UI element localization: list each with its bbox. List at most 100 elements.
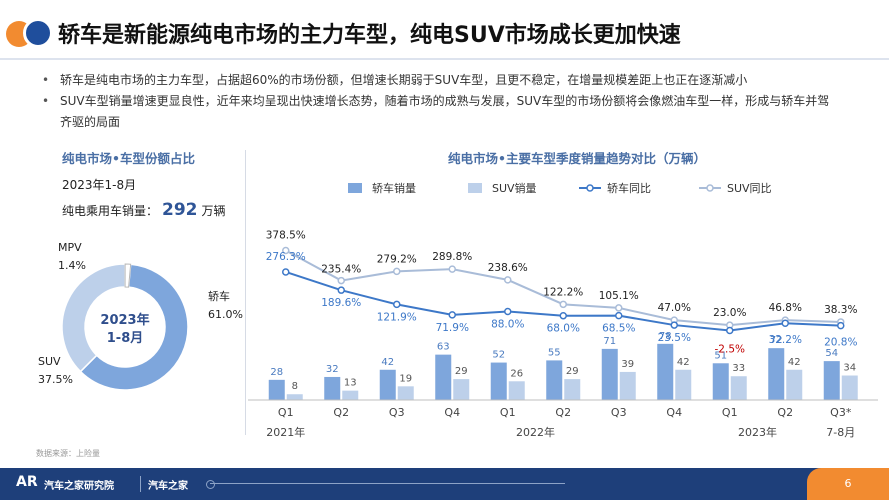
slice-suv [61, 263, 126, 373]
bar-suv [286, 394, 303, 400]
slice-sedan [79, 263, 189, 391]
bar-sedan [435, 354, 452, 400]
bar-sedan-label: 42 [381, 357, 394, 368]
sales-unit: 万辆 [201, 204, 226, 218]
total-sales: 纯电乘用车销量： 292 万辆 [62, 200, 226, 220]
bar-suv [508, 381, 525, 400]
sedan-yoy-label: 68.0% [547, 323, 580, 335]
donut-center-year: 2023年 [100, 312, 149, 328]
x-tick-label: Q1 [278, 406, 294, 419]
suv-yoy-label: 289.8% [432, 251, 472, 263]
bar-suv-label: 8 [292, 381, 298, 392]
legend-marker [706, 184, 714, 192]
bar-suv-label: 34 [843, 363, 856, 374]
bar-suv [730, 376, 747, 400]
bar-sedan-label: 32 [326, 364, 339, 375]
sales-label: 纯电乘用车销量： [62, 204, 159, 218]
x-tick-label: Q1 [722, 406, 738, 419]
year-label: 2021年 [266, 425, 305, 439]
bar-sedan-label: 28 [270, 367, 283, 378]
bar-sedan [324, 376, 341, 400]
legend-item: 轿车同比 [579, 181, 651, 195]
sedan-yoy-point [448, 311, 456, 319]
bar-sedan-label: 78 [659, 331, 672, 342]
bar-sedan [657, 343, 674, 400]
legend-label: SUV同比 [727, 182, 772, 195]
left-panel-title: 纯电市场•车型份额占比 [62, 151, 195, 166]
bullet-item: 轿车是纯电市场的主力车型，占据超60%的市场份额，但增速长期弱于SUV车型，且更… [40, 70, 840, 91]
quarterly-trend-chart: 轿车销量 SUV销量 轿车同比 SUV同比 28 8 32 13 42 19 63 29 52 26 55 2… [248, 181, 878, 439]
sedan-yoy-label: 88.0% [491, 319, 524, 331]
legend-item: 轿车销量 [348, 181, 416, 195]
suv-yoy-label: 235.4% [321, 264, 361, 276]
bar-suv-label: 26 [510, 368, 523, 379]
bar-sedan [490, 362, 507, 400]
suv-yoy-point [448, 265, 456, 273]
x-tick-label: Q3 [611, 406, 627, 419]
bar-suv [453, 379, 470, 400]
sedan-yoy-point [615, 311, 623, 320]
sedan-yoy-label: 68.5% [602, 323, 635, 335]
legend-label: 轿车同比 [607, 181, 651, 195]
donut-label: MPV [58, 241, 82, 254]
x-tick-label: Q2 [555, 406, 571, 419]
donut-label: SUV [38, 355, 61, 368]
legend-marker [586, 184, 594, 192]
bar-suv-label: 39 [621, 359, 634, 370]
suv-yoy-label: 238.6% [488, 262, 528, 274]
footer-logo: AR [16, 474, 38, 490]
page-number: 6 [807, 468, 889, 500]
sedan-yoy-point [837, 321, 845, 330]
sedan-yoy-point [670, 321, 678, 329]
bar-sedan [268, 379, 285, 400]
sedan-yoy-label: 20.8% [824, 337, 857, 349]
sedan-yoy-point [337, 286, 345, 294]
sedan-yoy-point [726, 326, 734, 335]
sedan-yoy-label: 276.3% [266, 251, 306, 263]
bar-sedan-label: 72 [770, 335, 783, 346]
page-title: 轿车是新能源纯电市场的主力车型，纯电SUV市场成长更加快速 [58, 23, 681, 48]
bar-suv [786, 369, 803, 400]
sedan-yoy-label: 32.2% [769, 334, 802, 346]
year-label: 7-8月 [826, 426, 855, 439]
suv-yoy-label: 279.2% [377, 253, 417, 265]
legend-item: SUV销量 [468, 181, 537, 195]
year-label: 2022年 [516, 425, 555, 439]
bar-suv-label: 13 [344, 378, 357, 389]
footer-bar: AR 汽车之家研究院 汽车之家 6 [0, 468, 889, 500]
bar-sedan [823, 361, 840, 400]
suv-yoy-label: 38.3% [824, 304, 857, 316]
sedan-yoy-label: -2.5% [715, 344, 745, 356]
share-donut-chart: 2023年 1-8月 轿车 61.0% SUV 37.5% MPV 1.4% [38, 241, 243, 391]
footer-brand: 汽车之家研究院 [44, 481, 114, 492]
suv-yoy-point [282, 246, 290, 255]
bar-sedan [768, 348, 785, 400]
sedan-yoy-point [282, 268, 290, 276]
bar-suv-label: 42 [788, 357, 801, 368]
suv-yoy-label: 47.0% [658, 302, 691, 314]
legend-label: SUV销量 [492, 181, 537, 195]
bar-suv-label: 29 [566, 366, 579, 377]
bar-sedan [379, 369, 396, 400]
sedan-yoy-label: 189.6% [321, 297, 361, 309]
sedan-yoy-label: 23.5% [658, 332, 691, 344]
bar-sedan-label: 51 [714, 350, 727, 361]
suv-yoy-point [337, 276, 345, 285]
footer-brand-secondary: 汽车之家 [148, 481, 188, 492]
bullet-list: 轿车是纯电市场的主力车型，占据超60%的市场份额，但增速长期弱于SUV车型，且更… [40, 70, 840, 133]
bar-sedan-label: 63 [437, 342, 450, 353]
bar-suv [564, 379, 581, 400]
bar-suv-label: 42 [677, 357, 690, 368]
donut-value-label: 37.5% [38, 373, 73, 386]
bar-sedan-label: 54 [825, 348, 838, 359]
legend-label: 轿车销量 [372, 181, 416, 195]
bar-sedan-label: 71 [603, 336, 616, 347]
suv-yoy-point [393, 267, 401, 276]
footer-decor-line [206, 480, 565, 489]
year-label: 2023年 [738, 425, 777, 439]
x-tick-label: Q1 [500, 406, 516, 419]
bar-suv [619, 371, 636, 400]
x-tick-label: Q2 [777, 406, 793, 419]
bar-suv [841, 375, 858, 400]
title-divider [0, 58, 889, 60]
